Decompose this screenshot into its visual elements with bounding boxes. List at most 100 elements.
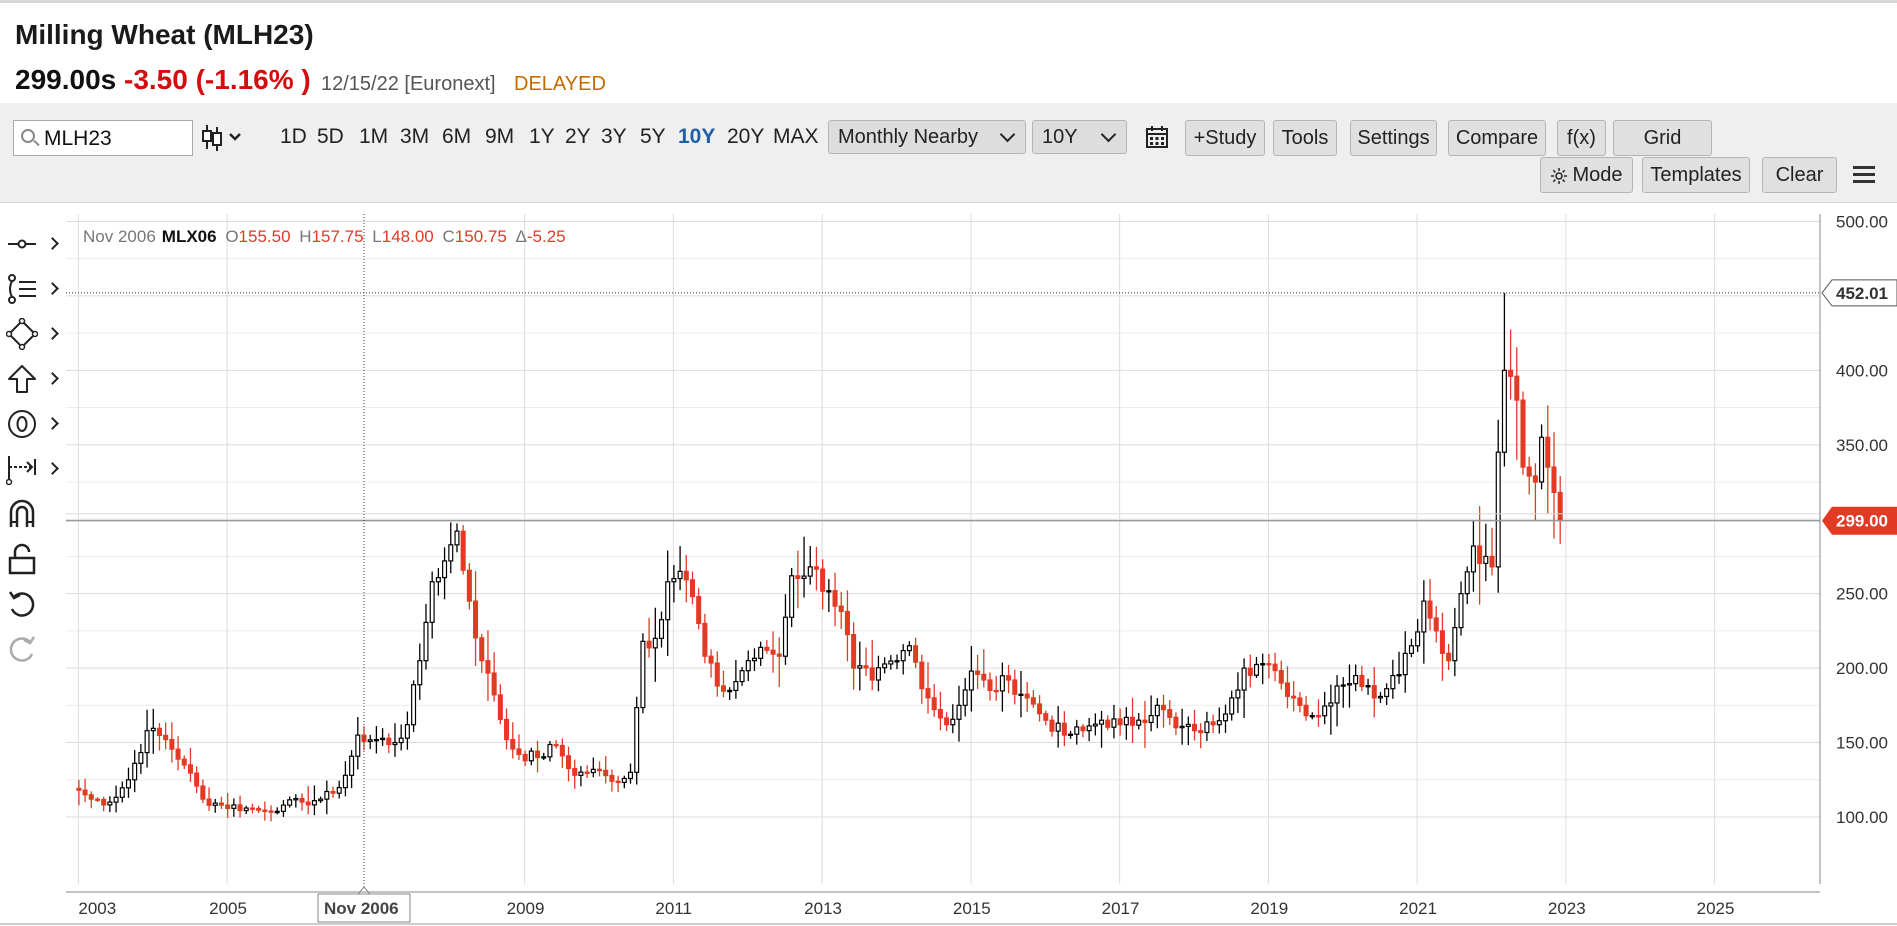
mode-label: Mode xyxy=(1572,164,1623,186)
calendar-icon[interactable] xyxy=(1145,125,1169,149)
candle-body xyxy=(113,796,119,803)
candle xyxy=(1247,654,1253,688)
candle xyxy=(94,797,101,802)
undo-button[interactable] xyxy=(6,588,56,622)
aggregation-select[interactable]: Monthly Nearby xyxy=(828,120,1026,154)
candle-body xyxy=(801,575,807,579)
candle-body xyxy=(857,665,863,669)
grid-button[interactable]: Grid xyxy=(1613,120,1712,156)
candle-body xyxy=(107,801,113,806)
candle xyxy=(801,536,807,598)
candle-body xyxy=(1439,630,1445,654)
candle xyxy=(156,723,162,751)
candle-body xyxy=(237,804,243,812)
chart-area[interactable]: 299.00 452.01 Nov 2006 100.00 150.00 200.00 2… xyxy=(0,204,1897,926)
candle-body xyxy=(305,801,311,806)
line-tool-icon xyxy=(8,239,36,249)
ohlc-readout: Nov 2006 MLX06 O155.50 H157.75 L148.00 C1… xyxy=(83,227,566,246)
candle xyxy=(1055,706,1061,748)
candle xyxy=(826,579,832,612)
candle xyxy=(993,675,999,701)
candle xyxy=(125,767,132,798)
candle-body xyxy=(225,804,231,809)
arrow-tool[interactable] xyxy=(6,363,59,397)
candle-body xyxy=(1526,466,1532,477)
candle xyxy=(1408,638,1414,658)
period-3y[interactable]: 3Y xyxy=(601,125,627,148)
templates-button[interactable]: Templates xyxy=(1642,157,1750,193)
candle xyxy=(280,800,286,817)
annotation-tool[interactable] xyxy=(6,408,59,442)
function-button[interactable]: f(x) xyxy=(1557,120,1606,156)
candle-body xyxy=(1229,697,1235,715)
period-max[interactable]: MAX xyxy=(773,125,819,148)
compare-button[interactable]: Compare xyxy=(1448,120,1546,156)
candle xyxy=(1278,660,1284,690)
candle xyxy=(1458,581,1464,636)
hamburger-menu-icon[interactable] xyxy=(1852,163,1876,185)
readout-low: 148.00 xyxy=(381,227,434,246)
candle xyxy=(1092,713,1098,736)
period-3m[interactable]: 3M xyxy=(400,125,430,148)
period-2y[interactable]: 2Y xyxy=(565,125,591,148)
symbol-search-input[interactable]: MLH23 xyxy=(44,127,112,150)
candle xyxy=(1477,506,1483,605)
candle xyxy=(646,617,652,658)
candle-body xyxy=(1130,716,1136,726)
candle xyxy=(1470,521,1476,592)
fib-tool[interactable] xyxy=(6,273,59,307)
measure-tool[interactable] xyxy=(6,453,59,487)
candle-body xyxy=(1284,682,1291,697)
mode-button[interactable]: Mode xyxy=(1540,157,1633,193)
candle-body xyxy=(708,655,714,664)
candle xyxy=(615,775,621,793)
candle-body xyxy=(423,621,429,662)
candle xyxy=(485,630,491,702)
period-1m[interactable]: 1M xyxy=(359,125,389,148)
crosshair-date-label: Nov 2006 xyxy=(324,899,399,918)
add-study-button[interactable]: +Study xyxy=(1185,120,1265,156)
candle xyxy=(411,680,417,733)
period-10y[interactable]: 10Y xyxy=(678,125,716,148)
candle xyxy=(262,801,268,821)
candle-body xyxy=(454,530,460,546)
lock-tool[interactable] xyxy=(6,543,56,577)
line-tool[interactable] xyxy=(6,228,59,262)
candle-body xyxy=(1161,704,1167,711)
candle xyxy=(931,684,937,717)
candle-body xyxy=(658,619,665,639)
y-tick-label: 200.00 xyxy=(1836,659,1888,678)
candle-body xyxy=(566,755,572,770)
symbol-search[interactable]: MLH23 xyxy=(13,120,193,156)
shape-tool-icon xyxy=(6,318,38,350)
magnet-tool[interactable] xyxy=(6,498,56,532)
candle xyxy=(1539,424,1545,490)
period-5y[interactable]: 5Y xyxy=(640,125,666,148)
candle-body xyxy=(844,610,850,636)
candle-body xyxy=(417,660,423,686)
period-1d[interactable]: 1D xyxy=(280,125,307,148)
candle-body xyxy=(1402,652,1408,676)
shape-tool[interactable] xyxy=(6,318,59,352)
period-20y[interactable]: 20Y xyxy=(727,125,765,148)
candle-body xyxy=(200,785,206,800)
candle-body xyxy=(1427,600,1433,619)
period-6m[interactable]: 6M xyxy=(442,125,472,148)
readout-delta: -5.25 xyxy=(526,227,566,246)
period-1y[interactable]: 1Y xyxy=(529,125,555,148)
clear-button[interactable]: Clear xyxy=(1762,157,1837,193)
settings-button[interactable]: Settings xyxy=(1350,120,1437,156)
period-5d[interactable]: 5D xyxy=(317,125,344,148)
candle-body xyxy=(535,750,541,759)
chart-type-dropdown[interactable] xyxy=(201,122,249,154)
candle xyxy=(1136,713,1142,730)
crosshair-price-tag xyxy=(1821,279,1897,307)
redo-button[interactable] xyxy=(6,633,56,667)
period-9m[interactable]: 9M xyxy=(485,125,515,148)
candle xyxy=(950,704,956,734)
range-select[interactable]: 10Y xyxy=(1032,120,1127,154)
fib-tool-icon xyxy=(8,274,36,304)
candle-body xyxy=(132,762,138,781)
tools-button[interactable]: Tools xyxy=(1273,120,1337,156)
